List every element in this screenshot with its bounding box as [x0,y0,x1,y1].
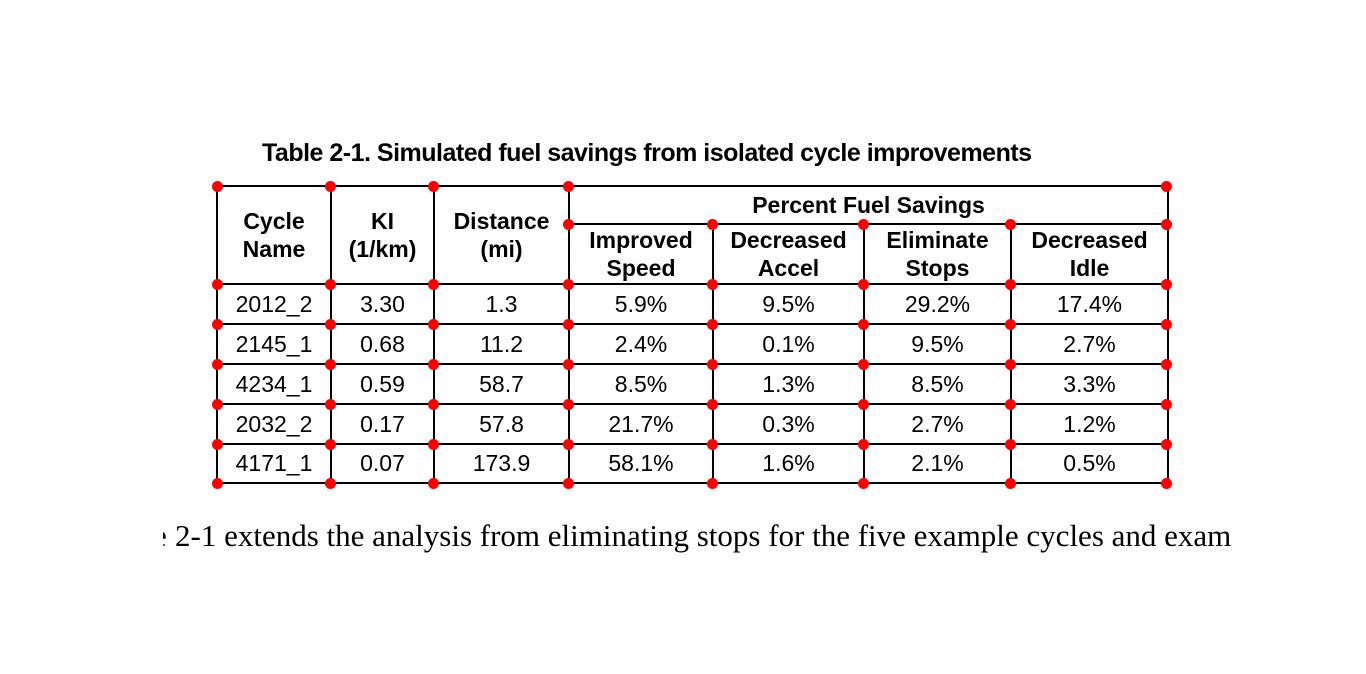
header-cell-eliminate-stops: Eliminate Stops [863,223,1012,285]
table-row: 4234_1 0.59 58.7 8.5% 1.3% 8.5% 3.3% [216,363,1170,405]
table-cell: 173.9 [433,443,570,484]
header-cell-ki: KI (1/km) [330,185,435,285]
table-cell: 58.7 [433,363,570,405]
table-cell: 0.07 [330,443,435,484]
header-cell-distance: Distance (mi) [433,185,570,285]
table-cell: 4171_1 [216,443,332,484]
table-cell: 0.1% [712,323,865,365]
table-cell: 9.5% [863,323,1012,365]
table-cell: 0.68 [330,323,435,365]
table-cell: 1.2% [1009,403,1170,445]
header-cell-decreased-idle: Decreased Idle [1009,223,1170,285]
header-row-sub: Improved Speed Decreased Accel Eliminate… [217,223,1170,285]
table-cell: 3.30 [330,283,435,325]
data-table: Cycle Name KI (1/km) Distance (mi) Perce… [216,185,1170,484]
table-cell: 5.9% [568,283,714,325]
table-cell: 17.4% [1009,283,1170,325]
table-cell: 21.7% [568,403,714,445]
header-row-group: Cycle Name KI (1/km) Distance (mi) Perce… [216,185,1170,285]
header-cell-percent-fuel-savings: Percent Fuel Savings [567,185,1170,225]
table-cell: 2.7% [863,403,1012,445]
table-cell: 1.6% [712,443,865,484]
table-row: 2012_2 3.30 1.3 5.9% 9.5% 29.2% 17.4% [216,283,1170,325]
header-cell-decreased-accel: Decreased Accel [712,223,865,285]
header-cell-improved-speed: Improved Speed [568,223,714,285]
table-cell: 29.2% [863,283,1012,325]
table-cell: 9.5% [712,283,865,325]
table-cell: 11.2 [433,323,570,365]
table-cell: 2.4% [568,323,714,365]
table-cell: 2.7% [1009,323,1170,365]
table-cell: 58.1% [568,443,714,484]
header-cell-cycle-name: Cycle Name [216,185,332,285]
table-cell: 57.8 [433,403,570,445]
table-cell: 0.59 [330,363,435,405]
table-cell: 1.3% [712,363,865,405]
table-cell: 2032_2 [216,403,332,445]
table-row: 2145_1 0.68 11.2 2.4% 0.1% 9.5% 2.7% [216,323,1170,365]
table-cell: 4234_1 [216,363,332,405]
body-text: 2-1 extends the analysis from eliminatin… [175,518,1232,553]
table-cell: 0.5% [1009,443,1170,484]
table-cell: 2.1% [863,443,1012,484]
table-row: 4171_1 0.07 173.9 58.1% 1.6% 2.1% 0.5% [216,443,1170,484]
table-cell: 8.5% [863,363,1012,405]
table-cell: 2145_1 [216,323,332,365]
table-row: 2032_2 0.17 57.8 21.7% 0.3% 2.7% 1.2% [216,403,1170,445]
table-cell: 8.5% [568,363,714,405]
clipped-word-fragment: e [163,517,167,555]
table-cell: 0.17 [330,403,435,445]
table-cell: 3.3% [1009,363,1170,405]
table-cell: 0.3% [712,403,865,445]
table-caption: Table 2-1. Simulated fuel savings from i… [262,139,1032,167]
table-cell: 2012_2 [216,283,332,325]
table-cell: 1.3 [433,283,570,325]
body-paragraph: e 2-1 extends the analysis from eliminat… [0,517,1366,559]
